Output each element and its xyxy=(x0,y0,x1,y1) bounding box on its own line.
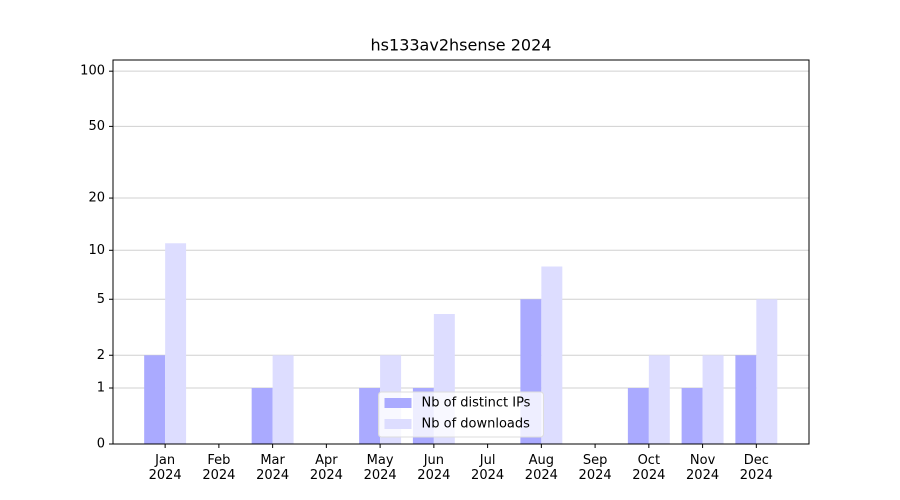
bar xyxy=(648,355,670,444)
legend-swatch xyxy=(384,398,412,408)
legend-label: Nb of distinct IPs xyxy=(422,396,531,411)
x-tick-label: Oct 2024 xyxy=(632,453,666,483)
y-tick-label: 10 xyxy=(88,243,105,258)
bar xyxy=(272,355,294,444)
chart-title: hs133av2hsense 2024 xyxy=(371,36,552,55)
x-tick-label: Jun 2024 xyxy=(417,453,451,483)
x-tick-label: Aug 2024 xyxy=(524,453,558,483)
y-tick-label: 1 xyxy=(97,381,105,396)
x-tick-label: Jan 2024 xyxy=(148,453,182,483)
x-tick-label: Jul 2024 xyxy=(471,453,505,483)
x-tick-label: Dec 2024 xyxy=(739,453,773,483)
y-tick-label: 2 xyxy=(97,348,105,363)
bar xyxy=(165,243,187,444)
bar xyxy=(627,388,649,444)
bar xyxy=(681,388,703,444)
bar xyxy=(756,299,778,444)
legend-frame xyxy=(378,391,544,438)
y-tick-label: 20 xyxy=(88,191,105,206)
y-tick-label: 100 xyxy=(80,64,105,79)
bar xyxy=(251,388,273,444)
plot-frame xyxy=(112,59,810,445)
x-tick-label: May 2024 xyxy=(363,453,397,483)
x-tick-label: Nov 2024 xyxy=(686,453,720,483)
bar xyxy=(541,266,563,444)
y-tick-label: 0 xyxy=(97,437,105,452)
legend-swatch xyxy=(384,419,412,429)
y-tick-label: 50 xyxy=(88,119,105,134)
bar xyxy=(735,355,757,444)
bar xyxy=(702,355,724,444)
y-tick-label: 5 xyxy=(97,292,105,307)
x-tick-label: Mar 2024 xyxy=(256,453,290,483)
legend-label: Nb of downloads xyxy=(422,417,531,432)
x-tick-label: Apr 2024 xyxy=(309,453,343,483)
bar xyxy=(144,355,166,444)
x-tick-label: Feb 2024 xyxy=(202,453,236,483)
bar xyxy=(359,388,381,444)
x-tick-label: Sep 2024 xyxy=(578,453,612,483)
